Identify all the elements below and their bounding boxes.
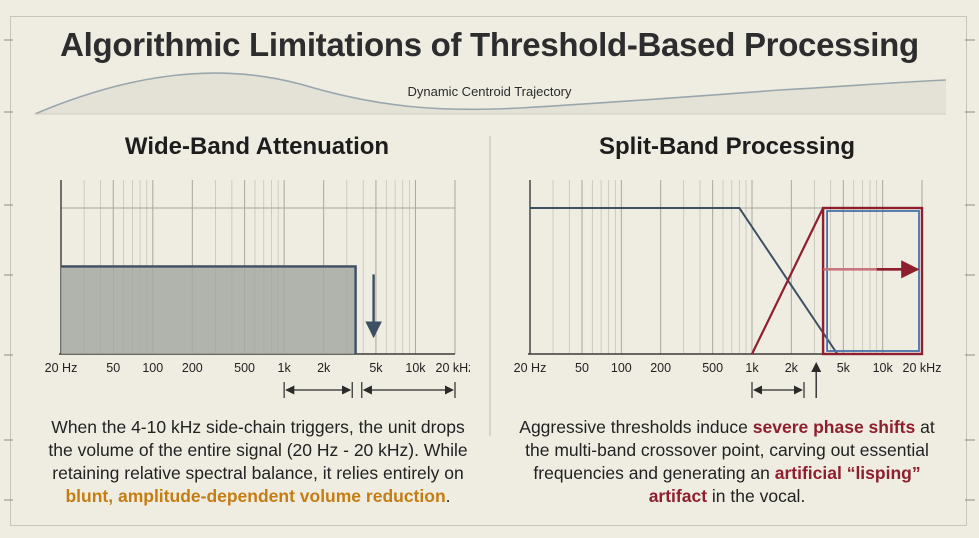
page-frame <box>10 16 967 526</box>
page-title: Algorithmic Limitations of Threshold-Bas… <box>60 26 919 63</box>
attenuated-signal-edge <box>61 265 357 354</box>
x-tick-label: 20 kHz <box>903 361 942 375</box>
low-band-line <box>530 207 839 355</box>
left-caption-highlight: blunt, amplitude-dependent volume reduct… <box>65 486 446 506</box>
wide-band-chart: 20 Hz 50 100 200 500 1k 2k 5k 10k 20 kHz <box>45 180 470 398</box>
x-tick-label: 20 Hz <box>45 361 78 375</box>
attenuated-signal-area <box>61 266 356 354</box>
centroid-trajectory-wave <box>34 72 947 115</box>
right-caption-highlight1: severe phase shifts <box>752 417 916 437</box>
right-panel-title: Split-Band Processing <box>598 133 856 160</box>
left-ruler <box>4 39 13 501</box>
trajectory-label: Dynamic Centroid Trajectory <box>407 84 572 99</box>
left-caption-text: When the 4-10 kHz side-chain triggers, t… <box>48 417 468 483</box>
right-ruler <box>965 39 975 501</box>
x-tick-label: 10k <box>873 361 894 375</box>
panel-divider <box>489 136 491 436</box>
x-tick-label: 200 <box>650 361 671 375</box>
x-tick-label: 100 <box>611 361 632 375</box>
left-panel-title: Wide-Band Attenuation <box>124 133 390 160</box>
x-tick-label: 2k <box>317 361 331 375</box>
x-tick-label: 1k <box>745 361 759 375</box>
x-tick-label: 1k <box>278 361 292 375</box>
high-band-rise-line <box>751 207 825 355</box>
x-tick-label: 500 <box>234 361 255 375</box>
high-band-inner-outline <box>826 210 920 352</box>
left-caption: When the 4-10 kHz side-chain triggers, t… <box>38 416 478 508</box>
up-arrow-head <box>811 362 822 372</box>
x-tick-label: 500 <box>702 361 723 375</box>
right-caption-part2: at the multi-band crossover point, carvi… <box>525 417 935 483</box>
right-caption-part3: in the vocal. <box>711 486 806 506</box>
left-caption-end: . <box>445 486 451 506</box>
x-tick-label: 200 <box>182 361 203 375</box>
right-caption: Aggressive thresholds induce severe phas… <box>507 416 947 508</box>
split-band-chart: 20 Hz 50 100 200 500 1k 2k 5k 10k 20 kHz <box>514 180 942 398</box>
x-tick-label: 50 <box>106 361 120 375</box>
right-caption-part1: Aggressive thresholds induce <box>519 417 748 437</box>
x-tick-label: 5k <box>369 361 383 375</box>
x-tick-label: 5k <box>837 361 851 375</box>
x-tick-label: 20 kHz <box>436 361 470 375</box>
x-tick-label: 20 Hz <box>514 361 547 375</box>
x-tick-label: 2k <box>785 361 799 375</box>
right-caption-highlight2: artificial “lisping” artifact <box>648 463 921 506</box>
high-band-outline <box>821 206 924 356</box>
x-tick-label: 50 <box>575 361 589 375</box>
x-tick-label: 10k <box>405 361 426 375</box>
x-tick-label: 100 <box>142 361 163 375</box>
